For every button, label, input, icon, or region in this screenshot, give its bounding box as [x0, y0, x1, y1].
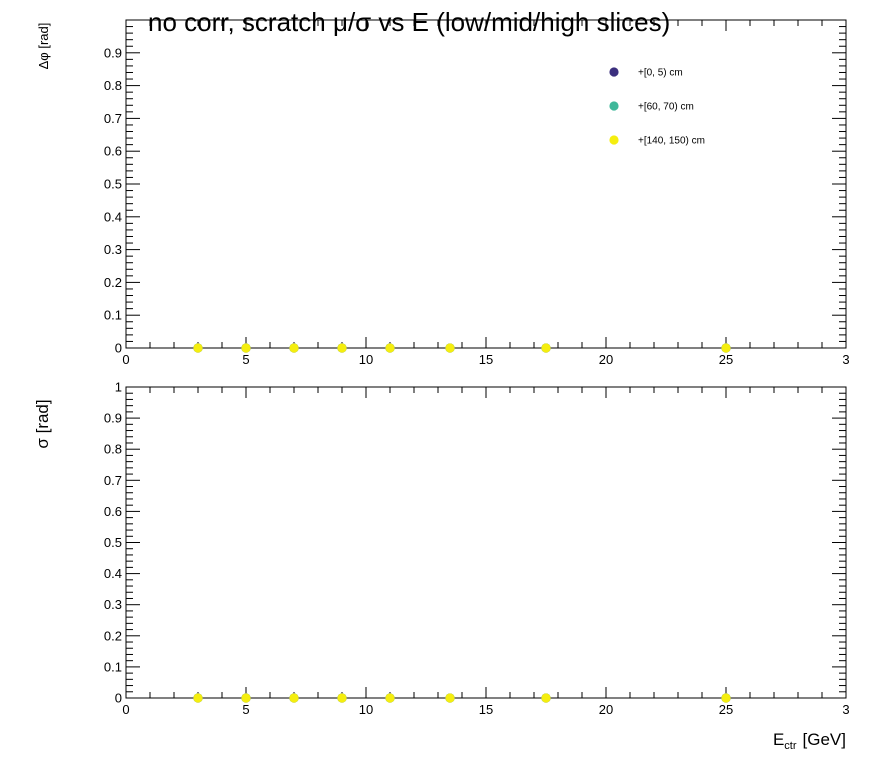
y-tick-label: 0.6 — [104, 504, 122, 519]
x-tick-label: 20 — [599, 352, 613, 367]
x-tick-label: 10 — [359, 702, 373, 717]
y-axis-label: Δφ [rad] — [36, 23, 51, 70]
legend-marker — [609, 101, 619, 111]
data-point-top-s2 — [241, 343, 251, 353]
y-tick-label: 0.4 — [104, 566, 122, 581]
y-axis-label: σ [rad] — [33, 399, 52, 448]
y-tick-label: 0.5 — [104, 177, 122, 192]
y-tick-label: 0.7 — [104, 473, 122, 488]
x-tick-label: 5 — [242, 702, 249, 717]
data-point-bottom-s2 — [385, 693, 395, 703]
x-tick-label: 0 — [122, 702, 129, 717]
data-point-top-s2 — [385, 343, 395, 353]
legend-label: +[60, 70) cm — [638, 102, 694, 113]
y-tick-label: 0.6 — [104, 144, 122, 159]
x-tick-label: 15 — [479, 702, 493, 717]
data-point-bottom-s2 — [541, 693, 551, 703]
data-point-top-s2 — [445, 343, 455, 353]
x-tick-label: 5 — [242, 352, 249, 367]
x-tick-label: 15 — [479, 352, 493, 367]
legend-label: +[140, 150) cm — [638, 136, 705, 147]
y-tick-label: 0.2 — [104, 628, 122, 643]
data-point-top-s2 — [193, 343, 203, 353]
x-tick-label: 25 — [719, 352, 733, 367]
x-tick-label: 0 — [122, 352, 129, 367]
data-point-bottom-s2 — [337, 693, 347, 703]
y-tick-label: 0.2 — [104, 275, 122, 290]
y-tick-label: 0.9 — [104, 411, 122, 426]
y-tick-label: 0.5 — [104, 535, 122, 550]
data-point-bottom-s2 — [241, 693, 251, 703]
legend-label: +[0, 5) cm — [638, 68, 683, 79]
data-point-top-s2 — [541, 343, 551, 353]
x-tick-label: 3 — [842, 702, 849, 717]
y-tick-label: 0.3 — [104, 242, 122, 257]
legend-marker — [609, 67, 619, 77]
y-tick-label: 0.1 — [104, 659, 122, 674]
x-tick-label: 20 — [599, 702, 613, 717]
data-point-bottom-s2 — [721, 693, 731, 703]
data-point-top-s2 — [337, 343, 347, 353]
x-tick-label: 10 — [359, 352, 373, 367]
y-tick-label: 0.3 — [104, 597, 122, 612]
legend-marker — [609, 135, 619, 145]
y-tick-label: 0 — [115, 691, 122, 706]
y-tick-label: 0.1 — [104, 308, 122, 323]
y-tick-label: 0.9 — [104, 45, 122, 60]
data-point-top-s2 — [289, 343, 299, 353]
y-tick-label: 1 — [115, 380, 122, 395]
data-point-top-s2 — [721, 343, 731, 353]
x-tick-label: 25 — [719, 702, 733, 717]
data-point-bottom-s2 — [289, 693, 299, 703]
x-axis-label: Ectr [GeV] — [773, 730, 846, 752]
plot-frame-bottom — [125, 386, 847, 699]
plot-frame-top — [125, 19, 847, 349]
y-tick-label: 0.7 — [104, 111, 122, 126]
y-tick-label: 0.8 — [104, 78, 122, 93]
chart-title: no corr, scratch μ/σ vs E (low/mid/high … — [148, 7, 670, 37]
data-point-bottom-s2 — [445, 693, 455, 703]
x-tick-label: 3 — [842, 352, 849, 367]
data-point-bottom-s2 — [193, 693, 203, 703]
y-tick-label: 0.8 — [104, 442, 122, 457]
y-tick-label: 0 — [115, 341, 122, 356]
y-tick-label: 0.4 — [104, 209, 122, 224]
